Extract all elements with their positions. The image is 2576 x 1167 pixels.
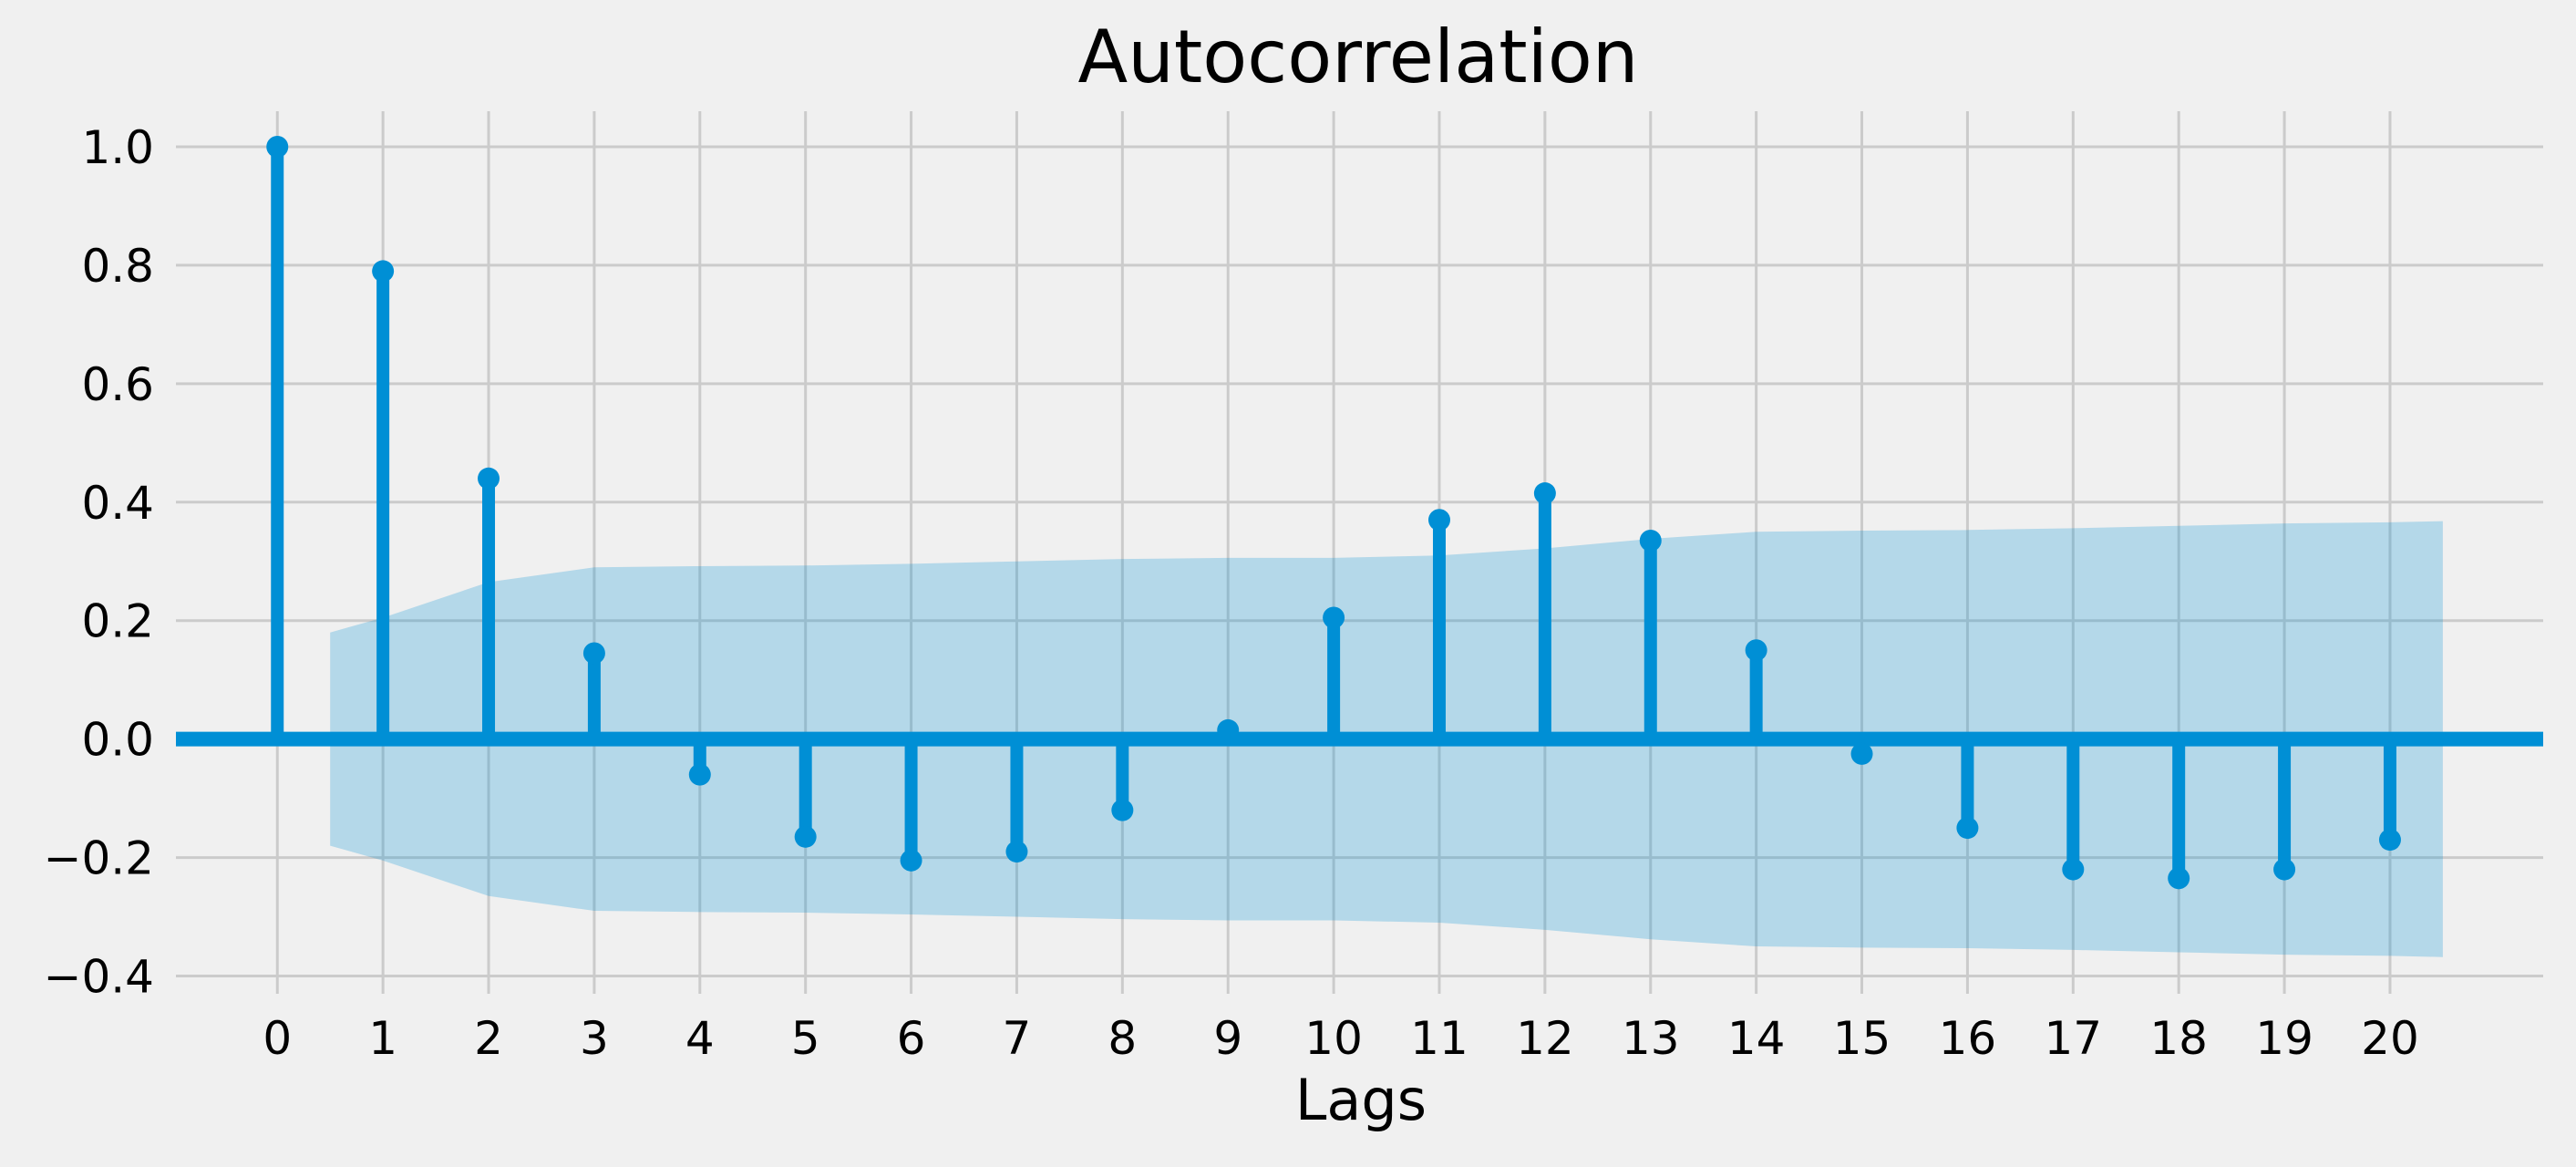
x-tick-label: 7: [1003, 1012, 1032, 1065]
x-tick-label: 13: [1622, 1012, 1680, 1065]
x-tick-label: 15: [1833, 1012, 1891, 1065]
marker-lag-8: [1111, 799, 1134, 821]
x-axis-label: Lags: [1295, 1067, 1427, 1133]
y-tick-labels: 1.0 0.8 0.6 0.4 0.2 0.0 −0.2 −0.4: [44, 121, 154, 1004]
marker-lag-7: [1005, 841, 1028, 863]
y-tick-label: 1.0: [81, 121, 154, 174]
marker-lag-14: [1745, 639, 1767, 662]
marker-layer: [266, 135, 2401, 890]
x-tick-label: 18: [2149, 1012, 2208, 1065]
x-tick-label: 5: [791, 1012, 820, 1065]
x-tick-labels: 0 1 2 3 4 5 6 7 8 9 10 11 12 13 14 15 16 17 18 19 20: [263, 1012, 2418, 1065]
x-tick-label: 8: [1108, 1012, 1137, 1065]
marker-lag-9: [1217, 718, 1240, 741]
x-tick-label: 0: [263, 1012, 292, 1065]
x-tick-label: 9: [1213, 1012, 1242, 1065]
y-tick-label: 0.2: [81, 595, 154, 648]
x-tick-label: 6: [897, 1012, 926, 1065]
marker-lag-10: [1323, 606, 1345, 629]
marker-lag-2: [478, 467, 500, 490]
marker-lag-12: [1533, 482, 1556, 505]
x-tick-label: 4: [685, 1012, 715, 1065]
y-tick-label: 0.6: [81, 358, 154, 411]
y-tick-label: −0.4: [44, 951, 154, 1004]
x-tick-label: 3: [580, 1012, 609, 1065]
y-tick-label: 0.8: [81, 240, 154, 293]
x-tick-label: 1: [368, 1012, 397, 1065]
x-tick-label: 14: [1727, 1012, 1786, 1065]
y-tick-label: 0.4: [81, 477, 154, 530]
marker-lag-13: [1639, 530, 1662, 553]
marker-lag-5: [794, 825, 817, 848]
stem-layer: [271, 146, 2396, 879]
marker-lag-18: [2168, 867, 2190, 890]
x-tick-label: 11: [1410, 1012, 1468, 1065]
x-tick-label: 16: [1939, 1012, 1997, 1065]
y-tick-label: 0.0: [81, 714, 154, 767]
marker-lag-1: [372, 260, 395, 283]
marker-lag-19: [2273, 858, 2296, 881]
marker-lag-6: [900, 849, 922, 872]
marker-lag-11: [1427, 509, 1450, 532]
marker-lag-17: [2062, 858, 2085, 881]
y-tick-label: −0.2: [44, 832, 154, 885]
x-tick-label: 19: [2255, 1012, 2313, 1065]
x-tick-label: 17: [2044, 1012, 2102, 1065]
marker-lag-3: [582, 642, 605, 665]
x-tick-label: 12: [1516, 1012, 1574, 1065]
marker-lag-4: [688, 763, 711, 786]
chart-title: Autocorrelation: [1078, 15, 1639, 99]
marker-lag-15: [1850, 742, 1873, 765]
marker-lag-0: [266, 135, 289, 158]
marker-lag-16: [1956, 817, 1979, 840]
marker-lag-20: [2378, 829, 2401, 852]
x-tick-label: 2: [474, 1012, 503, 1065]
x-tick-label: 10: [1304, 1012, 1363, 1065]
x-tick-label: 20: [2361, 1012, 2419, 1065]
